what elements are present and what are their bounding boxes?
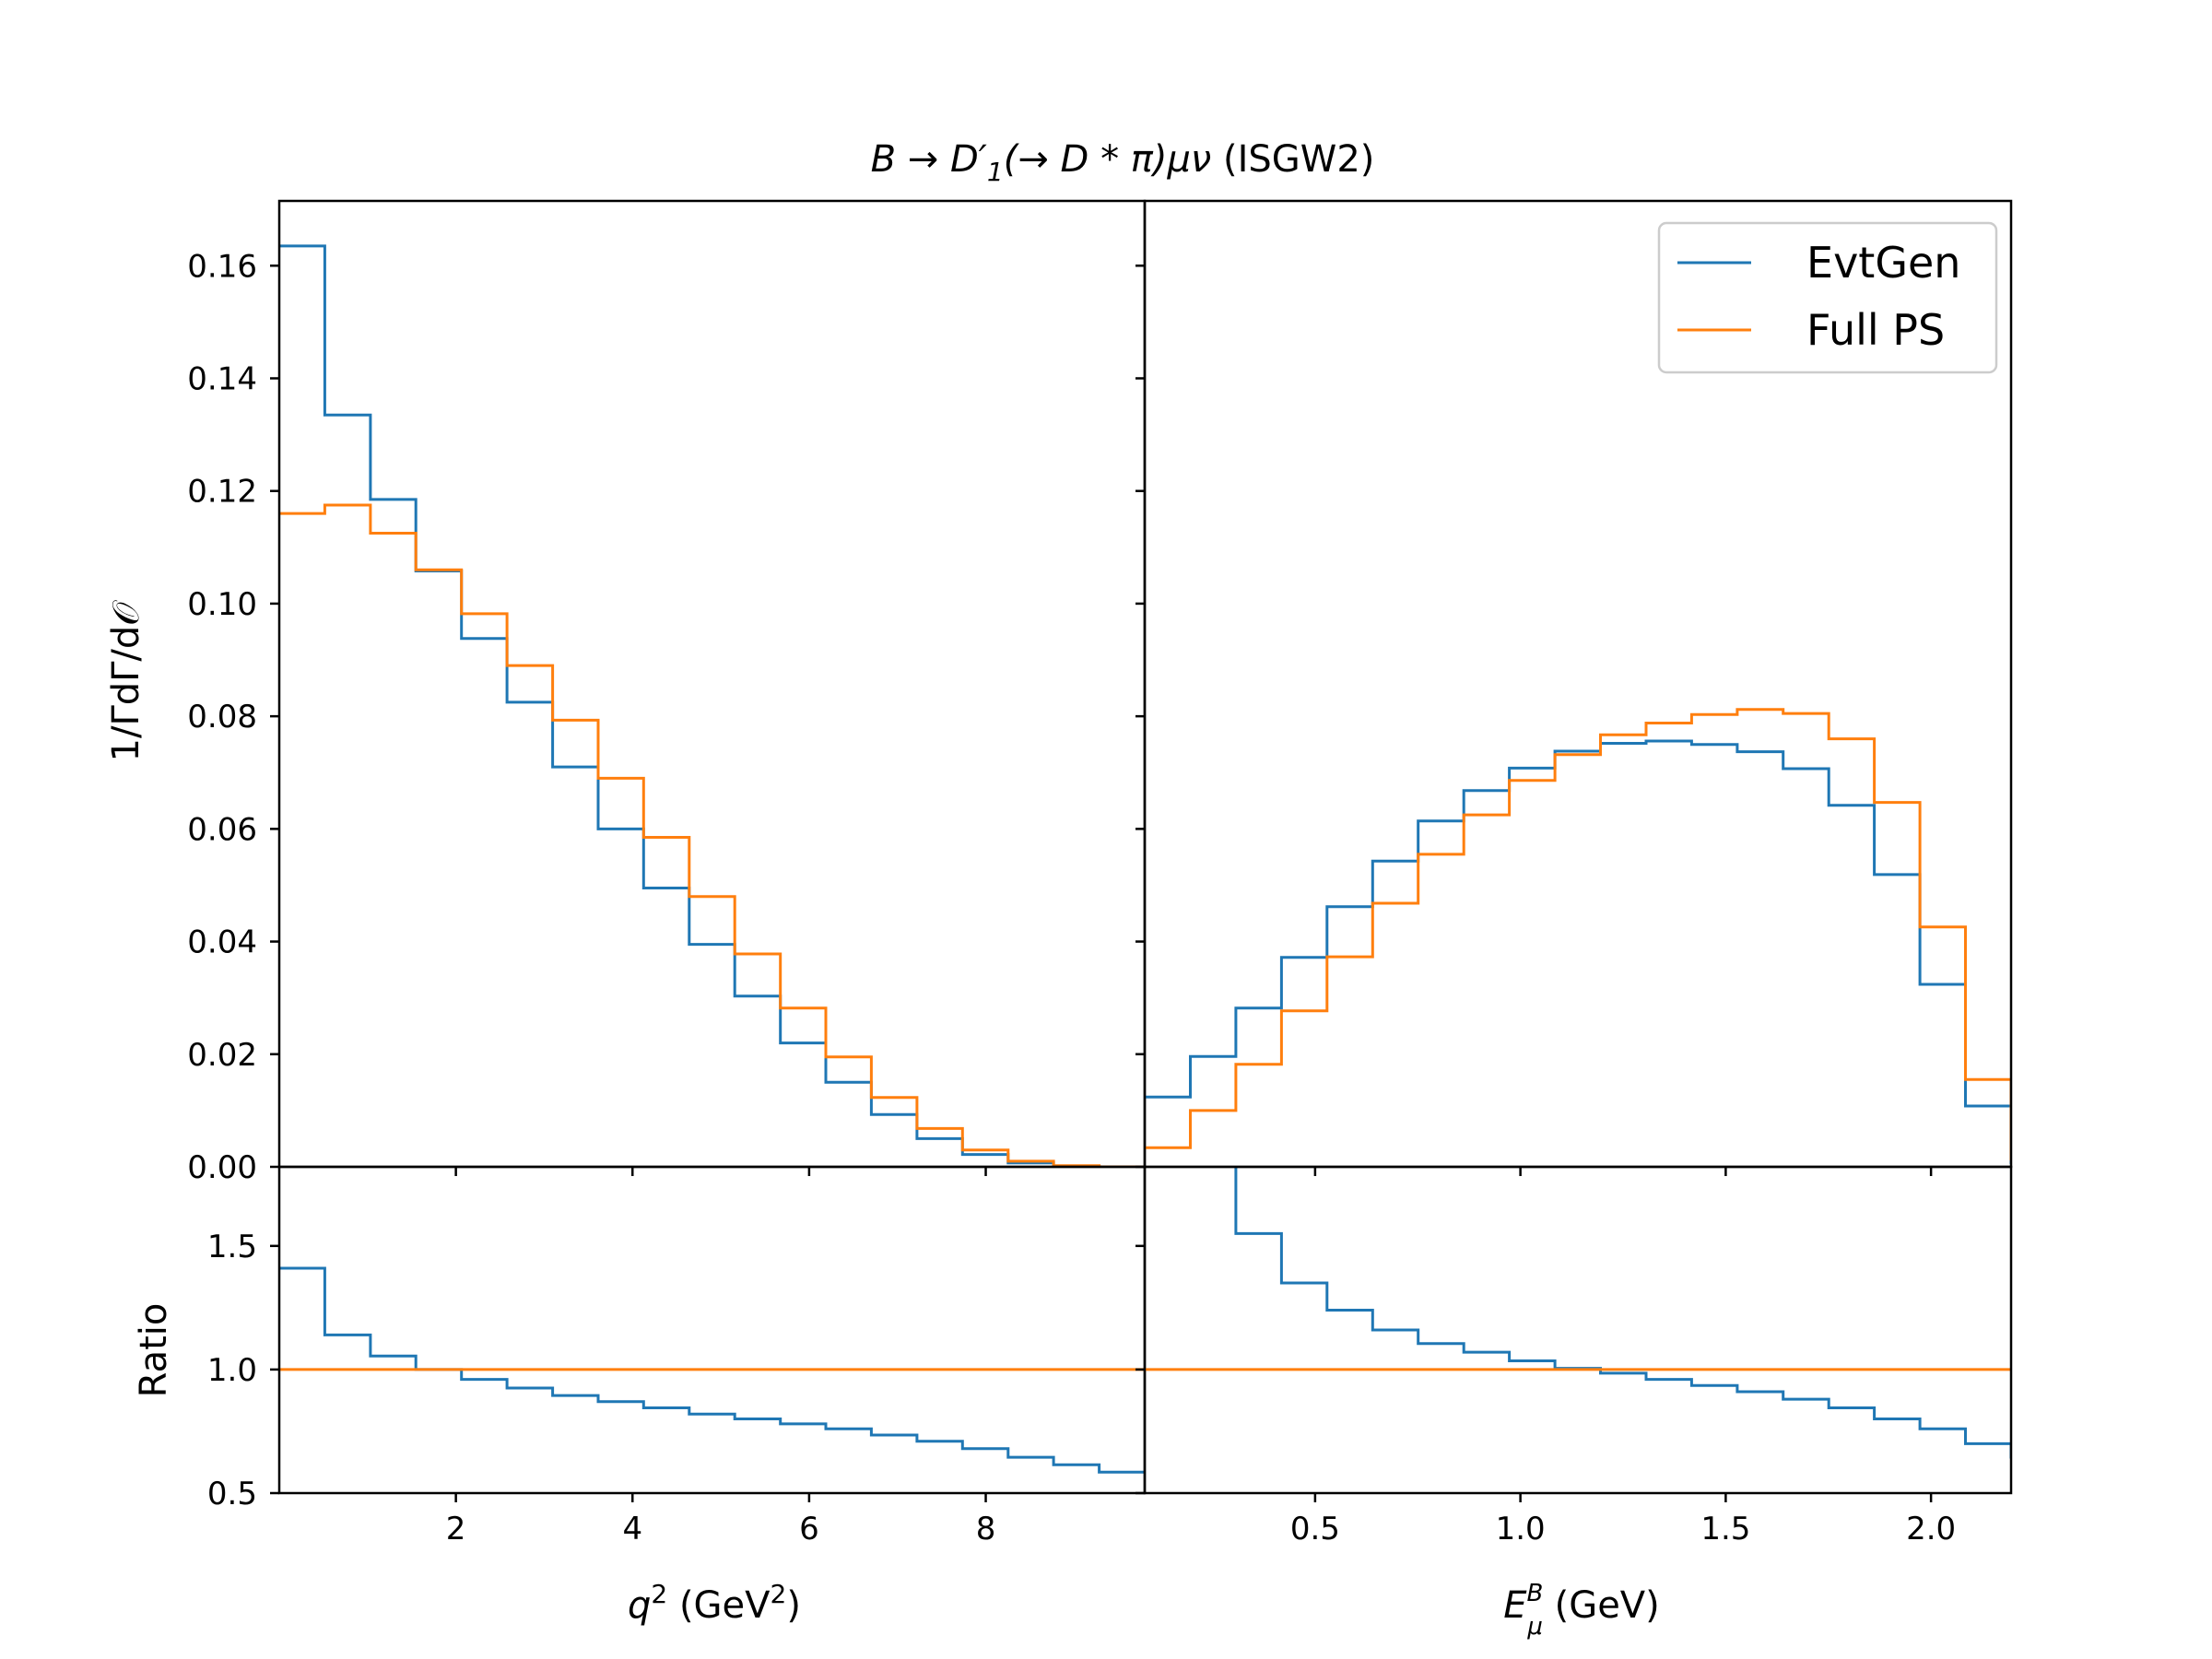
ytick-label-main: 0.12 bbox=[187, 474, 257, 511]
x-axis-label-left: q2 (GeV2) bbox=[628, 1579, 801, 1627]
series-q2-fullps bbox=[279, 503, 1145, 1167]
ytick-label-ratio: 1.0 bbox=[207, 1352, 257, 1389]
panel-q2: 0.00 0.02 0.04 0.06 0.08 0.10 0.12 0.14 0.16 0.5 1… bbox=[187, 199, 1147, 1547]
xtick-label-EmuB: 0.5 bbox=[1290, 1511, 1340, 1547]
title-suffix: (ISGW2) bbox=[1211, 138, 1374, 181]
title-pre: B → D′ bbox=[871, 138, 987, 181]
x-label-left-var: q bbox=[628, 1584, 651, 1627]
y-axis-label-main: 1/ΓdΓ/d𝒪 bbox=[105, 600, 147, 762]
plots: 0.00 0.02 0.04 0.06 0.08 0.10 0.12 0.14 0.16 0.5 1… bbox=[187, 199, 2013, 1547]
x-axis-label-right: EB μ (GeV) bbox=[1503, 1580, 1660, 1641]
x-label-left-mid: (GeV bbox=[667, 1584, 771, 1627]
xtick-label-EmuB: 1.5 bbox=[1700, 1511, 1750, 1547]
ytick-label-main: 0.00 bbox=[187, 1149, 257, 1186]
xtick-label-q2: 6 bbox=[799, 1511, 819, 1547]
ytick-label-main: 0.04 bbox=[187, 924, 257, 961]
xtick-label-q2: 4 bbox=[622, 1511, 642, 1547]
xtick-label-EmuB: 1.0 bbox=[1496, 1511, 1546, 1547]
ytick-label-main: 0.14 bbox=[187, 360, 257, 397]
x-label-left-end: ) bbox=[786, 1584, 801, 1627]
x-label-left-sup: 2 bbox=[651, 1579, 667, 1609]
ytick-label-main: 0.08 bbox=[187, 699, 257, 735]
ytick-label-main: 0.16 bbox=[187, 248, 257, 285]
series-EmuB-fullps bbox=[1145, 708, 2011, 1161]
ytick-label-main: 0.02 bbox=[187, 1037, 257, 1074]
frame-ratio-EmuB bbox=[1143, 1165, 2013, 1495]
ytick-label-main: 0.06 bbox=[187, 811, 257, 848]
xtick-label-q2: 2 bbox=[446, 1511, 466, 1547]
x-label-right-var: E bbox=[1503, 1584, 1527, 1627]
xtick-label-EmuB: 2.0 bbox=[1906, 1511, 1956, 1547]
ytick-label-ratio: 0.5 bbox=[207, 1476, 257, 1512]
x-label-left-sup2: 2 bbox=[771, 1579, 787, 1609]
panel-EmuB: 0.5 1.0 1.5 2.0 bbox=[1135, 199, 2013, 1547]
xtick-label-q2: 8 bbox=[976, 1511, 996, 1547]
y-axis-label-ratio: Ratio bbox=[133, 1303, 175, 1398]
x-label-right-end: (GeV) bbox=[1543, 1584, 1660, 1627]
legend-box bbox=[1657, 221, 1998, 374]
ytick-label-main: 0.10 bbox=[187, 586, 257, 623]
x-label-right-sup: B bbox=[1526, 1580, 1543, 1607]
legend-label-fullps: Full PS bbox=[1806, 305, 1945, 355]
legend: EvtGen Full PS bbox=[1657, 221, 1998, 374]
legend-label-evtgen: EvtGen bbox=[1806, 238, 1960, 288]
ytick-label-ratio: 1.5 bbox=[207, 1229, 257, 1265]
x-label-right-sub: μ bbox=[1526, 1613, 1543, 1641]
chart-title: B → D′1(→ D * π)μν (ISGW2) bbox=[871, 138, 1375, 187]
title-sub: 1 bbox=[987, 157, 1004, 187]
title-post: (→ D * π)μν bbox=[1004, 138, 1212, 181]
